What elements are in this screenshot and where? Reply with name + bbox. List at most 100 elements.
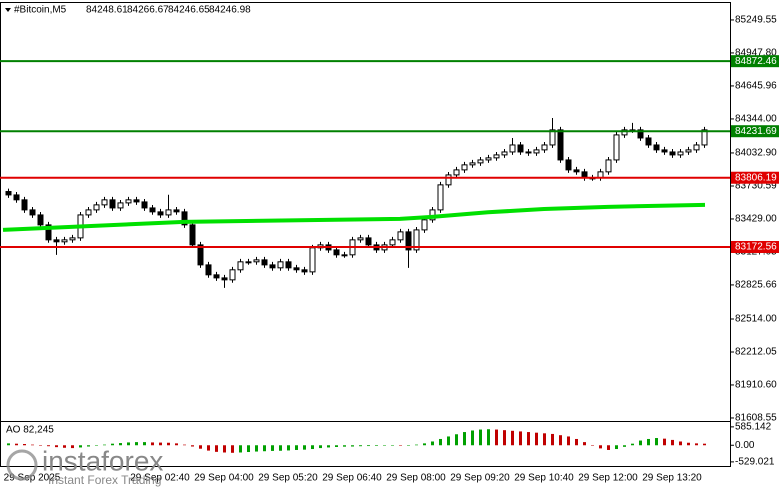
ao-bar	[471, 430, 474, 446]
ao-bar	[303, 445, 306, 450]
ao-bar	[599, 445, 602, 449]
candle-body	[237, 261, 244, 271]
ao-bar	[391, 445, 394, 446]
ao-bar	[479, 429, 482, 446]
ao-bar	[383, 445, 386, 446]
ao-bar	[183, 444, 186, 446]
candle-body	[693, 144, 700, 151]
ao-bar	[623, 445, 626, 447]
candle-body	[93, 204, 100, 211]
ao-bar	[95, 445, 98, 446]
ao-bar	[671, 439, 674, 446]
ao-bar	[159, 442, 162, 446]
candle-body	[661, 149, 668, 153]
candle-body	[645, 137, 652, 146]
ao-bar	[647, 438, 650, 446]
candle-body	[141, 201, 148, 209]
candle-body	[205, 264, 212, 276]
y-tick-label: 84344.00	[735, 114, 777, 125]
ao-bar	[543, 433, 546, 446]
ao-bar	[247, 445, 250, 453]
ao-bar	[631, 443, 634, 446]
ao-bar	[175, 443, 178, 446]
candle-body	[301, 269, 308, 273]
candle-body	[245, 261, 252, 264]
ao-bar	[695, 443, 698, 446]
ao-bar	[223, 445, 226, 453]
ao-bar	[583, 442, 586, 446]
candle-body	[685, 149, 692, 153]
candle-body	[173, 209, 180, 213]
ao-bar	[527, 432, 530, 446]
ao-bar	[87, 445, 90, 447]
header-value: 84246.98	[209, 5, 251, 16]
ao-bar	[607, 445, 610, 450]
ao-bar	[415, 444, 418, 446]
level-label: 84872.46	[735, 56, 777, 67]
candle-body	[69, 237, 76, 241]
candle-body	[509, 144, 516, 153]
candle-body	[29, 209, 36, 216]
x-tick-label: 29 Sep 09:20	[450, 473, 510, 484]
candle-body	[285, 261, 292, 269]
candle-body	[517, 144, 524, 153]
level-label-box	[731, 240, 779, 253]
ao-bar	[103, 444, 106, 446]
ao-bar	[663, 438, 666, 446]
ao-bar	[463, 432, 466, 446]
x-tick-label: 29 Sep 08:00	[386, 473, 446, 484]
menu-arrow	[5, 8, 11, 12]
candle-body	[557, 129, 564, 161]
watermark-tagline: Instant Forex Trading	[48, 473, 161, 487]
ao-bar	[487, 429, 490, 446]
candle-body	[293, 267, 300, 271]
ao-bar	[295, 445, 298, 450]
candle-body	[109, 199, 116, 209]
candle-body	[309, 247, 316, 273]
ao-bar	[503, 430, 506, 446]
candle-body	[637, 129, 644, 139]
candle-body	[389, 239, 396, 246]
ao-bar	[79, 445, 82, 448]
x-tick-label: 29 Sep 13:20	[642, 473, 702, 484]
candle-body	[149, 207, 156, 213]
ao-bar	[15, 443, 18, 446]
ao-bar	[343, 445, 346, 447]
ao-bar	[31, 444, 34, 446]
candle-body	[165, 209, 172, 216]
candle-body	[365, 237, 372, 246]
ao-bar	[167, 442, 170, 446]
ao-bar	[319, 445, 322, 449]
candle-body	[277, 261, 284, 269]
ao-bar	[367, 445, 370, 447]
candle-body	[333, 249, 340, 256]
candle-body	[605, 159, 612, 173]
ao-bar	[535, 432, 538, 446]
candle-body	[261, 259, 268, 266]
candle-body	[37, 214, 44, 226]
candle-body	[493, 154, 500, 159]
ao-bar	[111, 443, 114, 446]
candle-body	[85, 209, 92, 216]
ao-bar	[655, 438, 658, 446]
header-value: 84266.67	[127, 5, 169, 16]
candle-body	[189, 224, 196, 246]
candle-body	[197, 244, 204, 266]
y-tick-label: 84645.96	[735, 81, 777, 92]
ao-bar	[231, 445, 234, 453]
candle-body	[405, 231, 412, 251]
candle-body	[549, 129, 556, 146]
candle-body	[461, 164, 468, 171]
ao-bar	[639, 440, 642, 446]
ao-bar	[63, 445, 66, 448]
ao-bar	[279, 445, 282, 451]
ao-bar	[191, 445, 194, 447]
ao-bar	[71, 445, 74, 449]
ao-bar	[703, 443, 706, 446]
x-tick-label: 29 Sep 06:40	[322, 473, 382, 484]
ao-bar	[519, 431, 522, 446]
ao-bar	[47, 445, 50, 447]
ao-bar	[135, 442, 138, 446]
ao-bar	[287, 445, 290, 451]
